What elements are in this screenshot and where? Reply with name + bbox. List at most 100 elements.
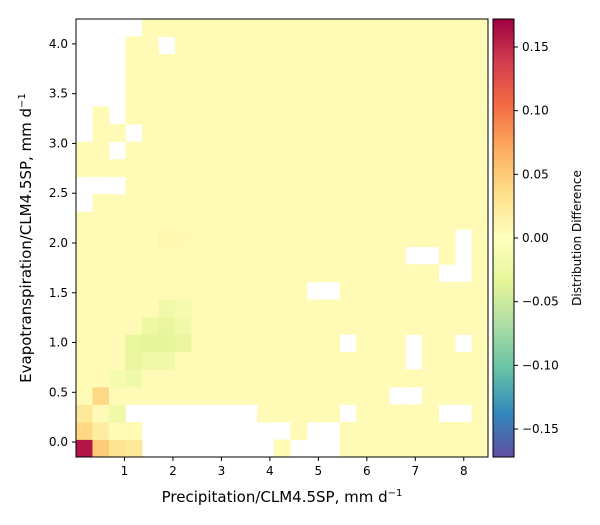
heatmap-cell [191, 194, 209, 213]
x-tick-label: 3 [218, 464, 226, 478]
heatmap-cell [471, 421, 489, 440]
heatmap-cell [356, 404, 374, 423]
heatmap-cell [356, 159, 374, 178]
heatmap-cell [125, 89, 143, 107]
heatmap-cell [108, 316, 126, 335]
heatmap-cell [224, 299, 242, 318]
heatmap-cell [191, 89, 209, 107]
x-tick-label: 7 [411, 464, 419, 478]
heatmap-cell [240, 71, 258, 90]
heatmap-cell [290, 246, 308, 265]
heatmap-cell [306, 159, 324, 178]
heatmap-cell [323, 36, 341, 55]
heatmap-cell [273, 334, 291, 353]
heatmap-cell [422, 159, 439, 178]
heatmap-cell [438, 421, 456, 440]
colorbar-label: Distribution Difference [570, 170, 584, 306]
heatmap-cell [191, 141, 209, 160]
heatmap-cell [108, 264, 126, 283]
heatmap-cell [273, 316, 291, 335]
heatmap-cell [158, 19, 176, 37]
heatmap-cell [224, 334, 242, 353]
heatmap-cell [273, 211, 291, 230]
heatmap-cell [125, 316, 143, 335]
heatmap-cell [257, 351, 275, 370]
heatmap-cell [455, 299, 472, 318]
heatmap-cell [257, 229, 275, 248]
heatmap-cell [455, 124, 472, 143]
heatmap-cell [405, 264, 423, 283]
heatmap-cell [158, 71, 176, 90]
heatmap-cell [174, 211, 192, 230]
heatmap-cell [471, 124, 489, 143]
heatmap-cell [92, 316, 110, 335]
heatmap-cell [389, 421, 406, 440]
heatmap-cell [405, 211, 423, 230]
heatmap-cell [174, 194, 192, 213]
heatmap-cell [339, 36, 357, 55]
heatmap-cell [455, 176, 472, 195]
heatmap-cell [76, 229, 93, 248]
heatmap-cell [323, 351, 341, 370]
colorbar-tick-label: 0.15 [522, 40, 549, 54]
heatmap-cell [224, 229, 242, 248]
heatmap-cell [108, 334, 126, 353]
heatmap-cell [389, 229, 406, 248]
heatmap-cell [240, 334, 258, 353]
heatmap-cell [125, 54, 143, 72]
heatmap-cell [306, 141, 324, 160]
heatmap-cell [471, 176, 489, 195]
heatmap-cell [356, 211, 374, 230]
heatmap-cell [273, 36, 291, 55]
heatmap-cell [224, 124, 242, 143]
heatmap-cell [306, 386, 324, 405]
heatmap-cell [339, 351, 357, 370]
heatmap-cell [273, 281, 291, 300]
heatmap-cell [240, 159, 258, 178]
heatmap-cell [141, 281, 159, 300]
heatmap-cell [125, 421, 143, 440]
heatmap-cell [174, 334, 192, 353]
heatmap-cell [92, 124, 110, 143]
heatmap-cell [356, 36, 374, 55]
heatmap-cell [455, 421, 472, 440]
heatmap-cell [191, 369, 209, 388]
heatmap-cell [125, 264, 143, 283]
heatmap-cell [323, 106, 341, 125]
heatmap-cell [323, 229, 341, 248]
heatmap-cell [323, 299, 341, 318]
heatmap-cell [389, 71, 406, 90]
heatmap-cell [207, 89, 225, 107]
heatmap-cell [158, 316, 176, 335]
heatmap-cell [455, 106, 472, 125]
heatmap-cell [158, 194, 176, 213]
heatmap-cell [389, 351, 406, 370]
heatmap-cell [257, 334, 275, 353]
heatmap-cell [191, 54, 209, 72]
heatmap-cell [174, 19, 192, 37]
heatmap-cell [471, 316, 489, 335]
heatmap-cell [257, 404, 275, 423]
heatmap-cell [372, 404, 390, 423]
heatmap-cell [306, 54, 324, 72]
heatmap-cell [405, 124, 423, 143]
heatmap-cell [471, 194, 489, 213]
heatmap-cell [125, 281, 143, 300]
heatmap-cell [224, 36, 242, 55]
heatmap-cell [125, 334, 143, 353]
heatmap-cell [273, 229, 291, 248]
heatmap-cell [356, 141, 374, 160]
heatmap-cell [339, 176, 357, 195]
heatmap-cell [125, 159, 143, 178]
heatmap-cell [257, 194, 275, 213]
heatmap-cell [422, 369, 439, 388]
heatmap-cell [108, 404, 126, 423]
heatmap-cell [471, 141, 489, 160]
heatmap-cell [372, 211, 390, 230]
heatmap-cell [356, 264, 374, 283]
heatmap-cell [372, 89, 390, 107]
heatmap-cell [125, 369, 143, 388]
heatmap-cell [191, 281, 209, 300]
heatmap-cell [372, 439, 390, 458]
heatmap-cell [438, 194, 456, 213]
